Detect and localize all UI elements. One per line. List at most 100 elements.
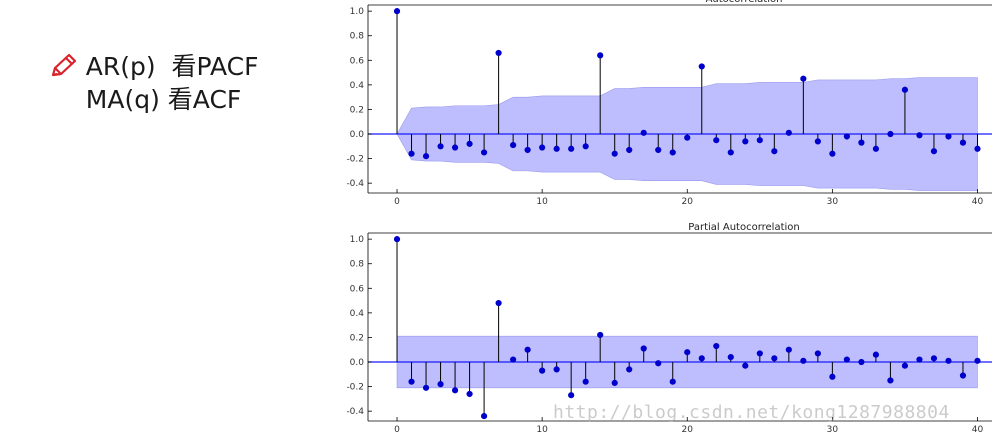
- x-tick-label: 0: [394, 425, 400, 432]
- data-point: [611, 150, 618, 157]
- data-point: [466, 390, 473, 398]
- data-point: [727, 149, 734, 156]
- y-tick-label: 0.8: [350, 260, 365, 270]
- data-point: [974, 145, 981, 152]
- data-point: [843, 356, 850, 363]
- y-tick-label: -0.2: [346, 383, 364, 393]
- data-point: [916, 132, 923, 139]
- note-line-ma: MA(q) 看ACF: [16, 50, 259, 114]
- y-tick-label: 1.0: [350, 235, 365, 245]
- data-point: [524, 146, 531, 154]
- data-point: [959, 372, 967, 379]
- note-ma-text: MA(q) 看ACF: [85, 85, 242, 114]
- data-point: [901, 362, 909, 369]
- data-point: [930, 148, 938, 155]
- data-point: [727, 354, 734, 361]
- data-point: [466, 140, 473, 147]
- data-point: [640, 345, 647, 352]
- data-point: [524, 346, 531, 353]
- y-tick-label: 0.2: [350, 105, 364, 115]
- data-point: [800, 357, 807, 364]
- y-tick-label: -0.2: [346, 155, 364, 165]
- data-point: [408, 150, 415, 157]
- data-point: [974, 357, 981, 364]
- y-tick-label: 1.0: [350, 7, 365, 17]
- data-point: [626, 366, 633, 373]
- note-ar-text: AR(p) 看PACF: [85, 52, 259, 81]
- data-point: [858, 139, 865, 146]
- chart-title: Partial Autocorrelation: [688, 222, 799, 233]
- data-point: [829, 373, 836, 380]
- y-tick-label: -0.4: [346, 407, 364, 417]
- data-point: [669, 378, 676, 385]
- x-tick-label: 10: [536, 197, 548, 207]
- data-point: [510, 356, 517, 363]
- data-point: [611, 379, 618, 387]
- data-point: [655, 146, 662, 154]
- data-point: [713, 342, 720, 350]
- data-point: [669, 149, 676, 156]
- x-tick-label: 0: [394, 197, 400, 207]
- data-point: [437, 381, 444, 388]
- data-point: [655, 360, 662, 367]
- data-point: [539, 367, 546, 374]
- notes-block: AR(p) 看PACF MA(q) 看ACF: [16, 17, 259, 114]
- data-point: [553, 145, 560, 152]
- data-point: [597, 52, 604, 59]
- data-point: [814, 138, 821, 145]
- data-point: [742, 362, 749, 369]
- x-tick-label: 40: [972, 197, 984, 207]
- data-point: [408, 378, 415, 385]
- data-point: [495, 49, 502, 57]
- data-point: [480, 149, 488, 156]
- data-point: [800, 75, 807, 82]
- x-tick-label: 10: [536, 425, 548, 432]
- chart-title: Autocorrelation: [706, 0, 783, 5]
- data-point: [814, 350, 821, 357]
- data-point: [887, 130, 894, 138]
- y-tick-label: -0.4: [346, 179, 364, 189]
- data-point: [422, 153, 430, 160]
- x-tick-label: 20: [682, 425, 694, 432]
- y-tick-label: 0.6: [350, 56, 365, 66]
- data-point: [684, 134, 691, 141]
- data-point: [843, 133, 850, 140]
- data-point: [451, 387, 459, 394]
- data-point: [945, 357, 952, 364]
- data-point: [480, 412, 488, 420]
- data-point: [829, 150, 836, 157]
- chart-panel-2: -0.4 -0.2 0.0 0.2 0.4 0.6 0.8 1.0 0 10 20 30 40 Parti…: [346, 222, 992, 432]
- data-point: [887, 377, 894, 384]
- data-point: [422, 384, 430, 391]
- data-point: [756, 137, 763, 144]
- data-point: [684, 349, 691, 356]
- data-point: [393, 236, 401, 243]
- x-tick-label: 40: [972, 425, 984, 432]
- y-tick-label: 0.4: [350, 81, 365, 91]
- data-point: [916, 356, 923, 363]
- data-point: [698, 355, 705, 362]
- chart-panel-1: -0.4 -0.2 0.0 0.2 0.4 0.6 0.8 1.0 0 10 20 30 40 Autoc…: [346, 0, 992, 207]
- data-point: [771, 355, 778, 362]
- data-point: [568, 392, 575, 399]
- data-point: [539, 144, 546, 151]
- data-point: [698, 63, 705, 70]
- note-line-ar: AR(p) 看PACF: [16, 17, 259, 81]
- data-point: [568, 145, 575, 152]
- data-point: [582, 378, 589, 385]
- data-point: [597, 331, 604, 339]
- x-tick-label: 20: [682, 197, 694, 207]
- data-point: [901, 86, 909, 93]
- data-point: [742, 138, 749, 145]
- data-point: [393, 8, 401, 15]
- data-point: [640, 129, 647, 136]
- data-point: [771, 148, 778, 155]
- data-point: [945, 133, 952, 140]
- watermark-text: http://blog.csdn.net/kong1287988804: [553, 402, 950, 423]
- y-tick-label: 0.4: [350, 309, 365, 319]
- data-point: [756, 350, 763, 357]
- data-point: [437, 143, 444, 150]
- y-tick-label: 0.0: [350, 130, 365, 140]
- data-point: [872, 351, 880, 358]
